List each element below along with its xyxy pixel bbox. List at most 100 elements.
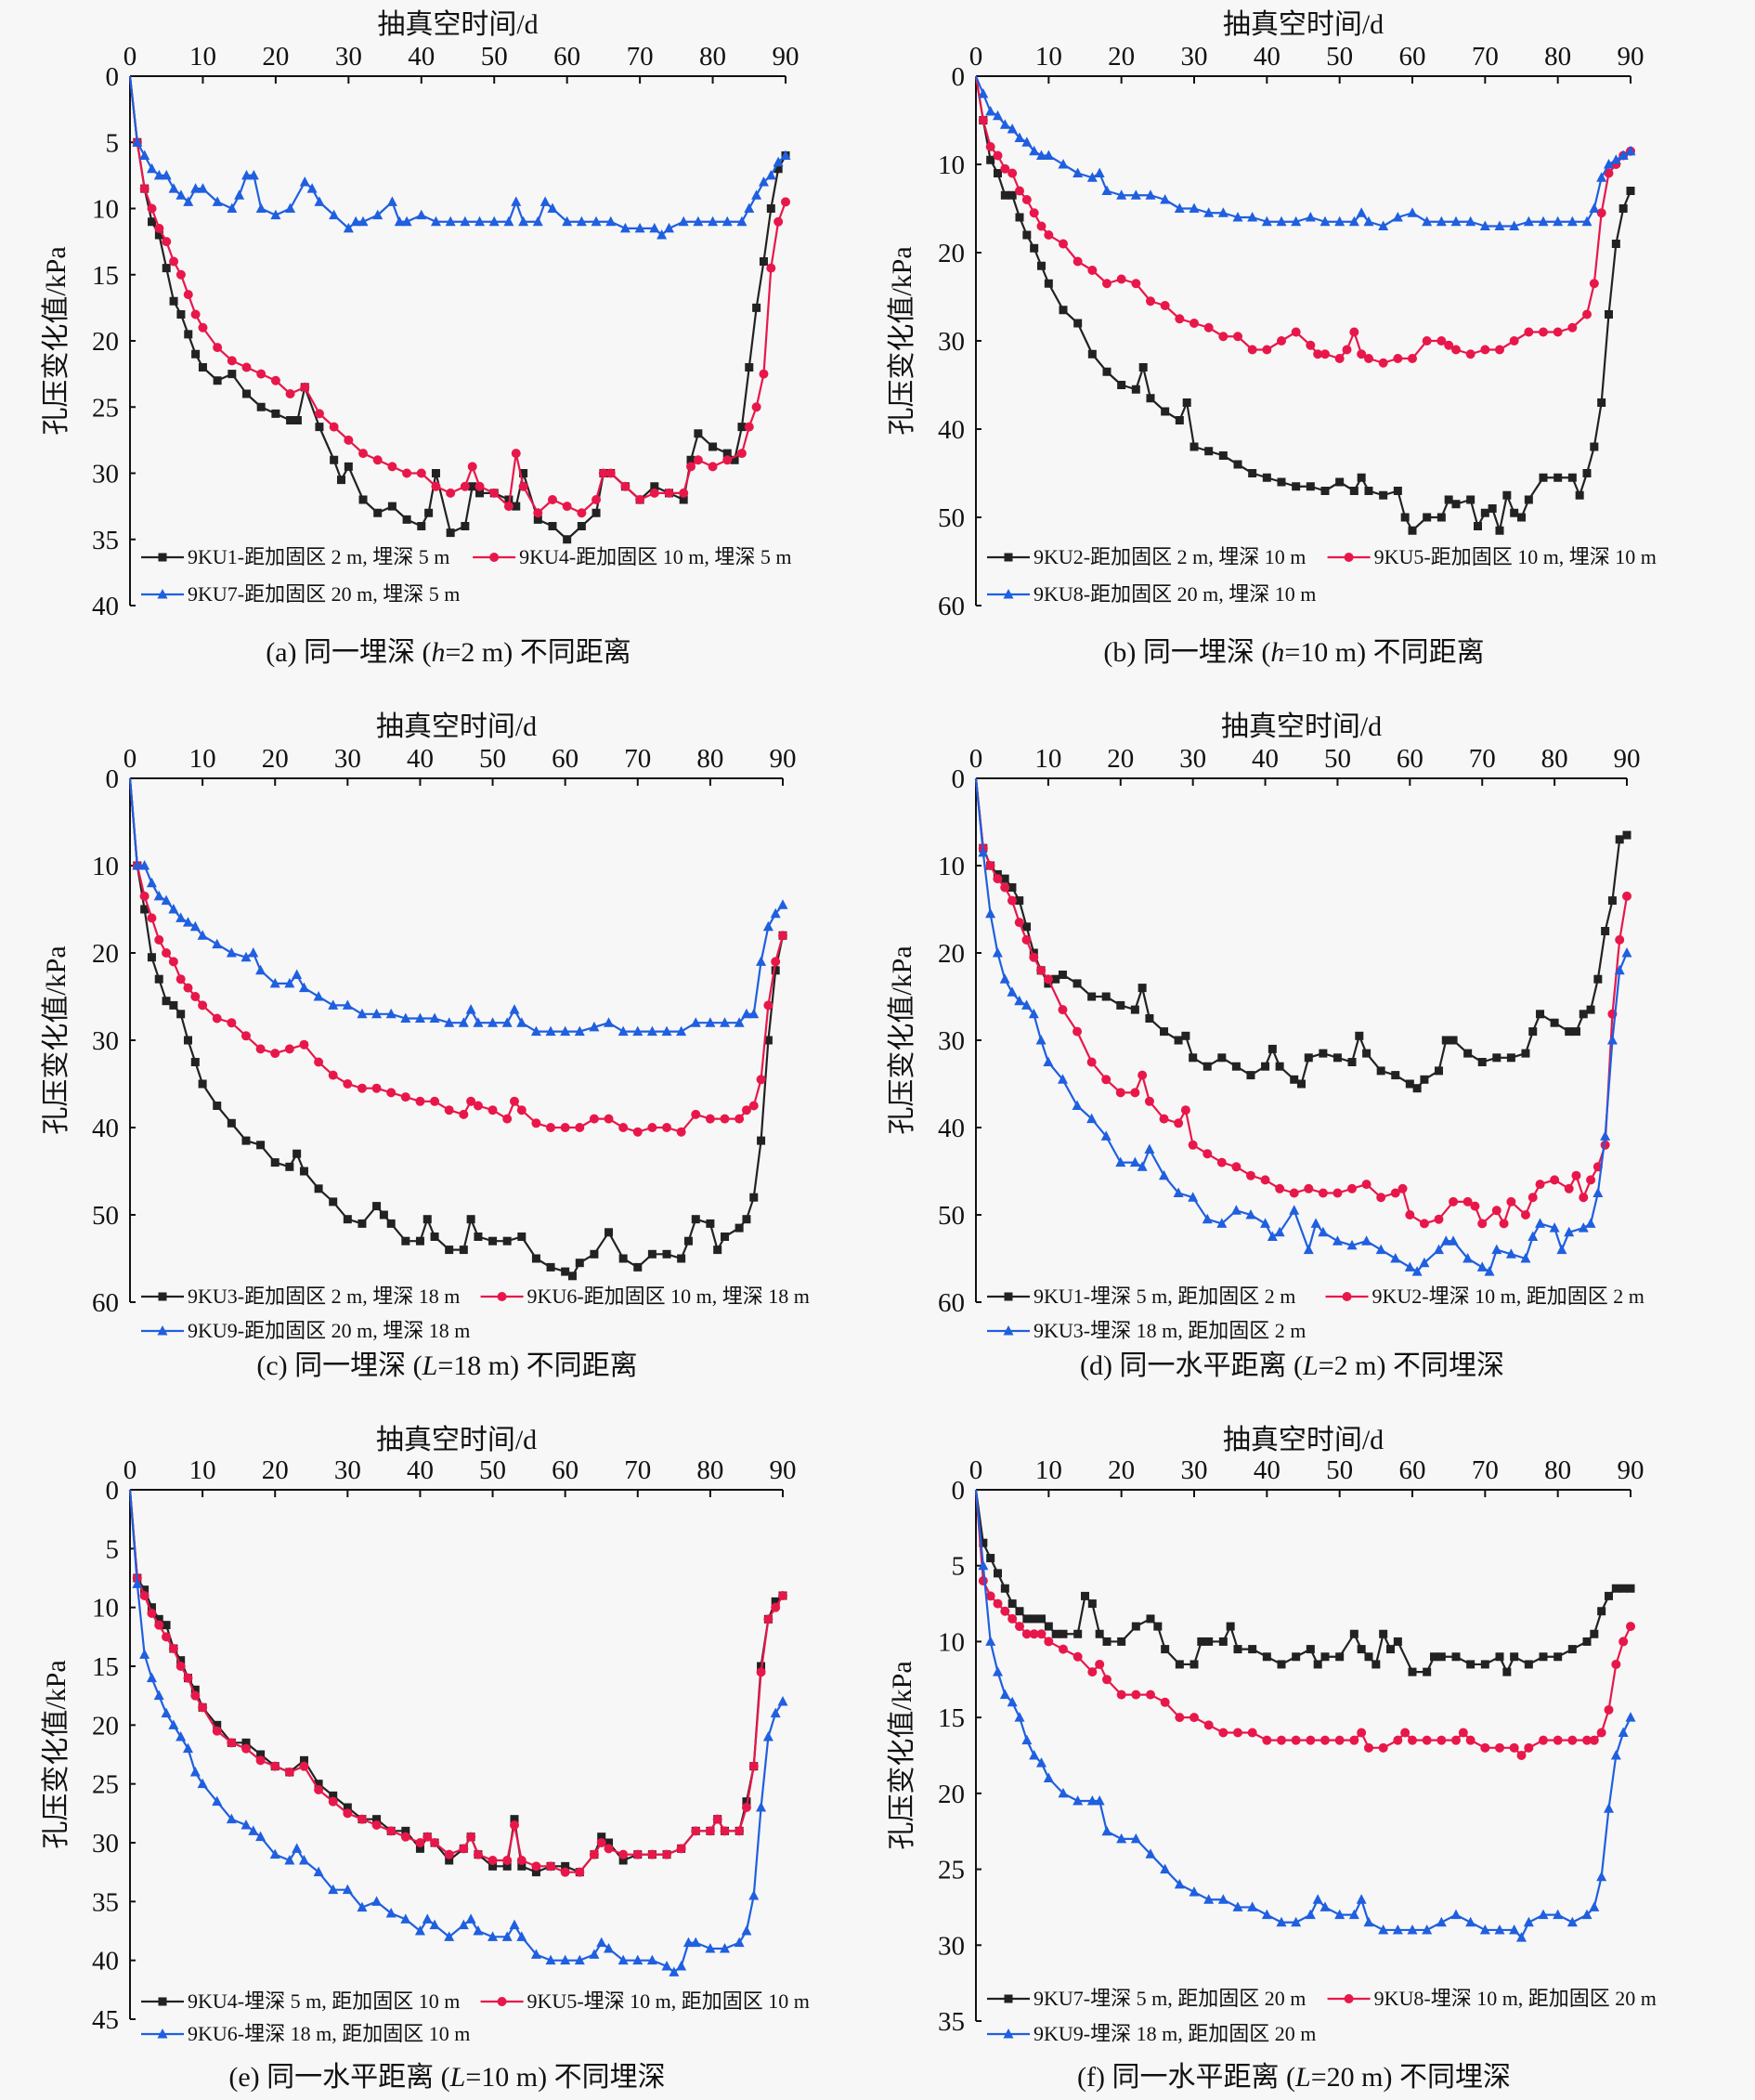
data-point	[1553, 327, 1563, 337]
data-point	[1008, 1613, 1018, 1624]
legend-marker	[1003, 589, 1014, 599]
data-point	[1357, 1728, 1367, 1738]
data-point	[1571, 1170, 1581, 1180]
data-point	[1086, 1057, 1097, 1067]
data-point	[1073, 1629, 1083, 1638]
data-point	[661, 1961, 672, 1971]
data-point	[299, 1039, 309, 1050]
data-point	[329, 422, 339, 432]
data-point	[693, 455, 703, 465]
data-point	[1007, 895, 1017, 906]
data-point	[430, 1838, 440, 1847]
data-point	[1274, 1226, 1285, 1237]
data-point	[1479, 1924, 1490, 1935]
x-tick-label: 60	[1399, 1455, 1426, 1485]
data-point	[1378, 358, 1388, 368]
data-point	[1618, 1727, 1629, 1737]
caption-part: L	[1302, 1350, 1319, 1381]
data-point	[1051, 1629, 1060, 1638]
data-point	[774, 216, 784, 227]
data-point	[993, 110, 1003, 121]
data-point	[1505, 1248, 1516, 1259]
data-point	[488, 1017, 499, 1027]
data-point	[372, 455, 383, 465]
data-point	[1058, 159, 1069, 169]
data-point	[590, 1249, 599, 1259]
data-point	[1606, 1035, 1618, 1045]
data-point	[1506, 1196, 1516, 1207]
panel-d: 抽真空时间/d 0 10 20 30 40 50 60 70 80 90 0 10 20 30 40 50 60 孔…	[887, 711, 1644, 1381]
data-point	[1189, 202, 1200, 213]
data-point	[139, 1649, 150, 1659]
data-point	[1566, 1916, 1578, 1927]
data-point	[1320, 1735, 1330, 1745]
x-axis-title: 抽真空时间/d	[1223, 9, 1384, 40]
y-tick-label: 0	[952, 764, 966, 794]
caption-part: =10 m) 不同距离	[1284, 637, 1484, 668]
x-tick-label: 10	[1034, 744, 1061, 774]
series-circle-2	[974, 1489, 1635, 1760]
data-point	[647, 1123, 657, 1132]
data-point	[1554, 473, 1563, 482]
data-point	[1391, 1071, 1400, 1080]
legend-item: 9KU9-距加固区 20 m, 埋深 18 m	[141, 1319, 470, 1342]
data-point	[270, 209, 281, 220]
data-point	[1449, 1196, 1459, 1207]
data-point	[1466, 1660, 1476, 1669]
caption-part: (c) 同一埋深 (	[256, 1350, 422, 1381]
data-point	[1408, 526, 1417, 535]
data-point	[1393, 487, 1402, 495]
x-tick-label: 70	[1472, 42, 1499, 72]
data-point	[1218, 451, 1228, 460]
data-point	[314, 196, 325, 206]
panel-caption: (e) 同一水平距离 (L=10 m) 不同埋深	[228, 2062, 665, 2093]
legend-label: 9KU8-埋深 10 m, 距加固区 20 m	[1374, 1987, 1657, 2010]
y-tick-label: 10	[938, 150, 965, 180]
data-point	[705, 1017, 716, 1027]
data-point	[1261, 1909, 1272, 1920]
data-point	[708, 215, 719, 227]
data-point	[328, 1796, 338, 1807]
y-tick-label: 20	[938, 239, 965, 268]
data-point	[1291, 1916, 1302, 1927]
data-point	[1044, 279, 1053, 288]
data-point	[546, 1861, 556, 1872]
data-point	[183, 1036, 192, 1045]
data-point	[1589, 279, 1599, 289]
data-point	[676, 1127, 686, 1137]
data-point	[139, 860, 150, 870]
data-point	[1590, 1629, 1599, 1638]
data-point	[516, 1017, 527, 1027]
data-point	[1189, 1886, 1200, 1897]
data-point	[1059, 1629, 1068, 1638]
data-point	[1247, 1728, 1257, 1738]
data-point	[737, 423, 747, 432]
y-tick-label: 60	[938, 592, 965, 621]
data-point	[162, 1632, 172, 1642]
data-point	[292, 969, 303, 979]
series-square-1	[128, 777, 787, 1281]
data-point	[460, 215, 471, 227]
legend-item: 9KU2-埋深 10 m, 距加固区 2 m	[1325, 1285, 1644, 1308]
data-point	[1100, 1130, 1112, 1141]
data-point	[1539, 1735, 1548, 1745]
data-point	[1275, 1062, 1284, 1071]
data-point	[153, 1689, 164, 1701]
data-point	[271, 409, 280, 418]
legend-item: 9KU3-埋深 18 m, 距加固区 2 m	[987, 1319, 1306, 1342]
data-point	[1440, 1235, 1451, 1246]
data-point	[1306, 1645, 1315, 1654]
data-point	[444, 1105, 454, 1115]
data-point	[1129, 1156, 1140, 1167]
legend-marker	[497, 1292, 507, 1301]
data-point	[1553, 215, 1564, 227]
data-point	[416, 468, 426, 478]
data-point	[314, 409, 324, 419]
data-point	[561, 1861, 570, 1871]
data-point	[985, 106, 996, 116]
data-point	[503, 215, 514, 227]
data-point	[1607, 896, 1617, 906]
caption-part: (a) 同一埋深 (	[266, 637, 431, 668]
data-point	[1174, 1118, 1184, 1128]
legend-label: 9KU1-距加固区 2 m, 埋深 5 m	[188, 545, 449, 568]
